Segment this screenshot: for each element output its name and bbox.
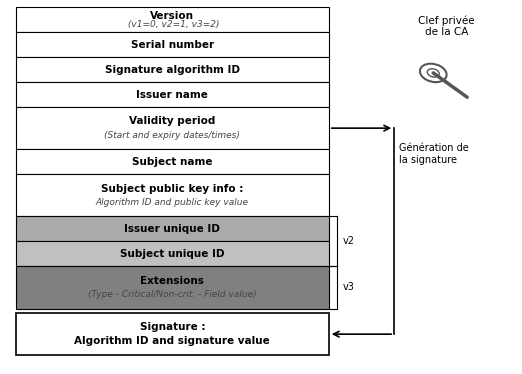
Bar <box>16 217 329 241</box>
Bar <box>16 241 329 266</box>
Text: Subject public key info :: Subject public key info : <box>101 184 243 194</box>
Bar <box>16 7 329 33</box>
Text: Issuer unique ID: Issuer unique ID <box>124 224 220 234</box>
Bar <box>16 313 329 355</box>
Text: Issuer name: Issuer name <box>136 89 208 99</box>
Bar <box>16 266 329 309</box>
Text: Extensions: Extensions <box>140 276 204 286</box>
Text: Signature algorithm ID: Signature algorithm ID <box>105 65 240 75</box>
Text: Génération de
la signature: Génération de la signature <box>399 143 469 165</box>
Text: Clef privée
de la CA: Clef privée de la CA <box>418 15 474 37</box>
Bar <box>16 57 329 82</box>
Text: v3: v3 <box>343 282 355 292</box>
Text: Subject unique ID: Subject unique ID <box>120 249 224 259</box>
Text: Subject name: Subject name <box>132 157 212 167</box>
Text: Signature :: Signature : <box>139 322 205 332</box>
Text: (Type - Critical/Non-crit. - Field value): (Type - Critical/Non-crit. - Field value… <box>88 291 257 300</box>
Text: Version: Version <box>150 11 194 21</box>
Bar <box>16 174 329 217</box>
Bar <box>16 33 329 57</box>
Text: (Start and expiry dates/times): (Start and expiry dates/times) <box>104 131 240 140</box>
Bar <box>16 149 329 174</box>
Bar <box>16 107 329 149</box>
Text: Algorithm ID and public key value: Algorithm ID and public key value <box>96 199 249 208</box>
Bar <box>16 82 329 107</box>
Text: v2: v2 <box>343 236 355 246</box>
Text: Serial number: Serial number <box>130 40 214 50</box>
Text: (v1=0, v2=1, v3=2): (v1=0, v2=1, v3=2) <box>125 20 220 29</box>
Text: Validity period: Validity period <box>129 116 216 126</box>
Text: Algorithm ID and signature value: Algorithm ID and signature value <box>75 336 270 346</box>
